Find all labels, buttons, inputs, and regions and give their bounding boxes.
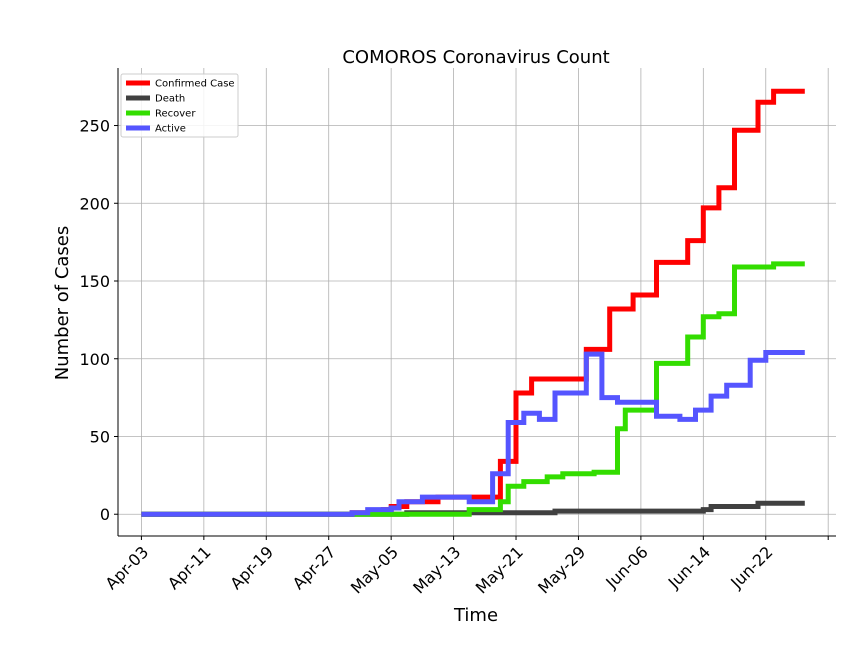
legend-label-confirmed-case: Confirmed Case [155,79,235,90]
x-tick-label: Apr-19 [226,542,277,593]
series-line-active [141,350,805,517]
x-axis-title: Time [453,605,498,626]
axes [117,68,836,537]
x-tick-label: Jun-22 [726,542,776,592]
x-tick-label: Apr-03 [101,542,152,593]
x-tick-label: Apr-27 [289,542,340,593]
x-tick-label: May-21 [472,542,527,597]
x-tick-label: May-13 [409,542,464,597]
grid [118,68,836,536]
y-tick-label: 100 [79,350,110,369]
y-tick-label: 150 [79,272,110,291]
y-axis-ticks: 0 50 100 150 200 250 [79,117,118,524]
y-tick-label: 200 [79,194,110,213]
legend-label-death: Death [155,94,185,105]
legend-label-active: Active [155,124,186,135]
y-axis-title: Number of Cases [52,226,73,381]
series-line-confirmed-case [141,88,805,517]
x-tick-label: May-29 [534,542,589,597]
chart-title: COMOROS Coronavirus Count [342,47,609,68]
series-line-recover [141,261,805,517]
legend-label-recover: Recover [155,109,196,120]
legend: Confirmed Case Death Recover Active [120,73,239,138]
x-tick-label: Apr-11 [164,542,215,593]
series-lines [141,88,805,517]
y-tick-label: 50 [90,427,110,446]
legend-box [120,73,239,138]
x-axis-ticks: Apr-03 Apr-11 Apr-19 Apr-27 May-05 May-13 May-… [101,536,829,598]
x-tick-label: Jun-14 [664,542,714,592]
x-tick-label: Jun-06 [601,542,651,592]
x-tick-label: May-05 [347,542,402,597]
y-tick-label: 250 [79,117,110,136]
y-tick-label: 0 [100,505,110,524]
